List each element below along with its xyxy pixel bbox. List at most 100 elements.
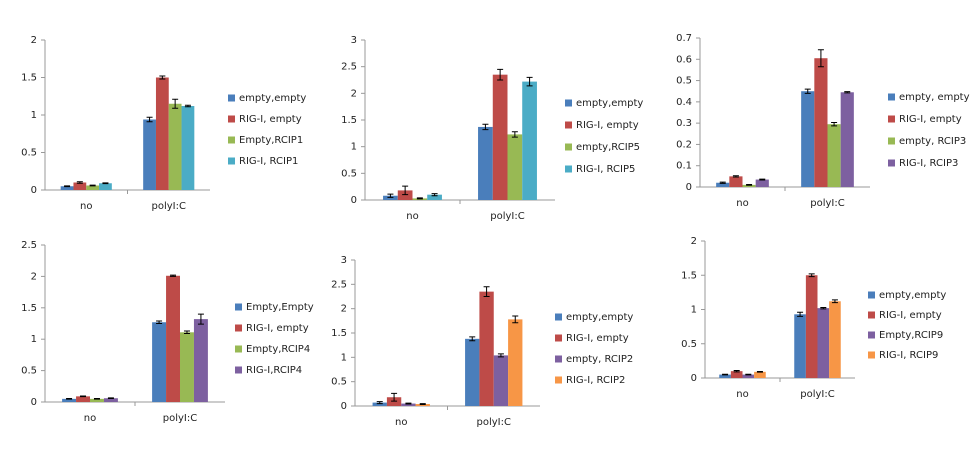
x-tick-label: polyI:C [152, 201, 186, 212]
error-bar [719, 181, 726, 184]
legend-swatch [555, 313, 562, 321]
y-tick-label: 1 [31, 110, 37, 121]
error-bar [431, 193, 438, 197]
x-tick-label: polyI:C [163, 413, 197, 424]
error-bar [146, 116, 153, 123]
error-bar [102, 182, 109, 185]
y-tick-label: 0.3 [676, 118, 692, 129]
x-tick-label: no [406, 211, 418, 222]
bar [730, 371, 743, 378]
x-tick-label: polyI:C [477, 417, 511, 428]
error-bar [184, 104, 191, 108]
legend-label: RIG-I, empty [576, 120, 639, 131]
error-bar [797, 311, 804, 317]
y-tick-label: 0.5 [21, 366, 37, 377]
error-bar [64, 185, 71, 188]
y-tick-label: 0 [351, 195, 357, 206]
y-tick-label: 2 [691, 236, 697, 247]
error-bar [808, 273, 815, 278]
legend-swatch [565, 165, 572, 173]
error-bar [483, 286, 490, 297]
legend-label: RIG-I, RCIP9 [879, 350, 938, 361]
bar [478, 126, 493, 200]
error-bar [107, 397, 114, 400]
error-bar [376, 401, 383, 405]
y-tick-label: 0.5 [331, 377, 347, 388]
y-tick-label: 1 [691, 305, 697, 316]
bar [465, 338, 480, 406]
legend-label: Empty,Empty [246, 302, 314, 313]
y-tick-label: 3 [351, 35, 357, 46]
y-tick-label: 1 [31, 334, 37, 345]
legend-swatch [555, 334, 562, 342]
y-tick-label: 2.5 [21, 240, 37, 251]
legend-swatch [888, 137, 895, 145]
error-bar [722, 373, 729, 376]
legend-swatch [868, 291, 875, 299]
legend-label: RIG-I, empty [566, 333, 629, 344]
bar [86, 185, 100, 190]
legend-label: RIG-I, empty [246, 323, 309, 334]
y-tick-label: 2.5 [331, 279, 347, 290]
y-tick-label: 1.5 [21, 73, 37, 84]
y-tick-label: 0 [686, 182, 692, 193]
bar [794, 314, 806, 378]
y-tick-label: 0.5 [676, 76, 692, 87]
legend-swatch [555, 355, 562, 363]
legend-label: RIG-I, RCIP2 [566, 375, 625, 386]
bar [103, 398, 118, 402]
bar [152, 322, 167, 402]
y-tick-label: 0 [691, 373, 697, 384]
legend-swatch [228, 157, 235, 165]
legend-swatch [868, 311, 875, 319]
bar [180, 332, 194, 402]
bar [168, 103, 182, 190]
legend-swatch [565, 121, 572, 129]
bar [479, 291, 494, 406]
bar [755, 179, 769, 187]
error-bar [526, 76, 533, 87]
x-tick-label: no [736, 389, 748, 400]
legend-swatch [235, 345, 242, 353]
error-bar [66, 398, 73, 400]
y-tick-label: 0.7 [676, 33, 692, 44]
legend-label: empty, RCIP3 [899, 136, 966, 147]
bar [814, 58, 828, 187]
error-bar [402, 185, 409, 196]
bar [76, 396, 90, 402]
error-bar [391, 392, 398, 402]
error-bar [512, 315, 519, 324]
error-bar [89, 184, 96, 187]
bar [508, 319, 523, 406]
legend-swatch [235, 324, 242, 332]
bar [427, 194, 442, 200]
x-tick-label: polyI:C [800, 389, 834, 400]
error-bar [76, 181, 83, 184]
legend-label: Empty,RCIP9 [879, 330, 943, 341]
legend-swatch [888, 159, 895, 167]
legend-label: RIG-I, RCIP5 [576, 164, 635, 175]
error-bar [732, 175, 739, 178]
y-tick-label: 0 [31, 397, 37, 408]
error-bar [416, 197, 423, 200]
legend-label: Empty,RCIP4 [246, 344, 310, 355]
y-tick-label: 1.5 [341, 115, 357, 126]
error-bar [482, 123, 489, 131]
bar [801, 91, 815, 187]
legend-swatch [235, 366, 242, 374]
bar [99, 183, 112, 190]
y-tick-label: 0.5 [21, 148, 37, 159]
y-tick-label: 1 [351, 142, 357, 153]
legend-swatch [228, 94, 235, 102]
y-tick-label: 0.6 [676, 54, 692, 65]
legend-swatch [228, 115, 235, 123]
legend-label: Empty,RCIP1 [239, 135, 303, 146]
bar [829, 301, 841, 378]
bar [401, 403, 416, 406]
legend-swatch [565, 143, 572, 151]
error-bar [172, 98, 179, 109]
error-bar [756, 370, 763, 373]
legend-label: RIG-I,RCIP4 [246, 365, 302, 376]
